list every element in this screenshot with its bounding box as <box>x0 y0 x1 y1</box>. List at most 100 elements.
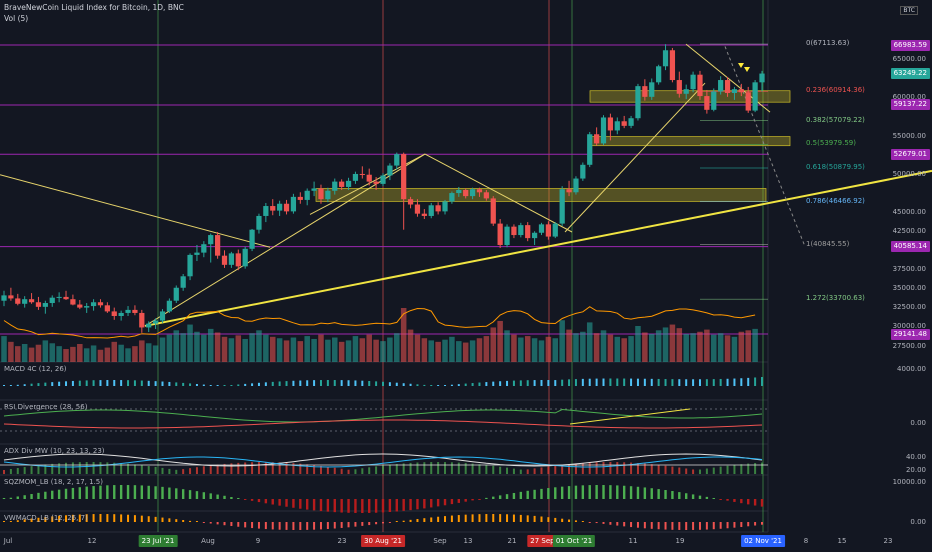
candle-body <box>745 92 751 111</box>
macd-bar <box>99 380 102 386</box>
sqzmom-bar <box>264 499 268 504</box>
volume-bar <box>242 338 248 362</box>
volume-bar <box>697 331 703 362</box>
vwmacd-bar <box>664 522 667 530</box>
candle-body <box>173 287 179 301</box>
fib-level-label: 1(40845.55) <box>806 239 850 248</box>
vwmacd-bar <box>333 522 336 529</box>
sqzmom-bar <box>99 485 102 499</box>
candle-body <box>297 196 303 200</box>
vwmacd-bar <box>3 521 5 522</box>
fib-level-label: 1.272(33700.63) <box>806 294 865 303</box>
vwmacd-bar <box>140 515 143 522</box>
signal-marker <box>738 63 744 68</box>
vwmacd-bar <box>189 520 192 522</box>
vwmacd-bar <box>99 514 102 522</box>
sqzmom-bar <box>216 494 219 499</box>
date-marker-badge[interactable]: 02 Nov '21 <box>741 535 785 547</box>
volume-bar <box>428 340 434 362</box>
rsi-pane-title[interactable]: RSI Divergence (28, 56) <box>4 403 88 411</box>
price-level-tag[interactable]: 52679.01 <box>890 148 930 160</box>
vwmacd-bar <box>643 522 646 529</box>
volume-bar <box>552 338 559 362</box>
adx-axis-label: 40.00 <box>905 453 926 461</box>
volume-bar <box>15 346 21 362</box>
price-level-tag[interactable]: 66983.59 <box>890 39 930 51</box>
adx-bar <box>78 462 81 474</box>
fib-level-label: 0.236(60914.36) <box>806 86 865 95</box>
macd-pane-title[interactable]: MACD 4C (12, 26) <box>4 365 67 373</box>
macd-bar <box>375 381 378 386</box>
volume-bar <box>325 339 331 362</box>
adx-bar <box>333 467 336 474</box>
candle-body <box>538 224 545 233</box>
date-marker-badge[interactable]: 23 Jul '21 <box>138 535 178 547</box>
vwmacd-bar <box>216 522 219 525</box>
sqzmom-bar <box>753 499 757 506</box>
volume-bar <box>338 341 345 362</box>
vwmacd-bar <box>16 520 19 522</box>
candle-body <box>70 299 76 305</box>
volume-bar <box>421 338 428 362</box>
volume-indicator-label[interactable]: Vol (5) <box>4 14 29 23</box>
candle-body <box>469 189 476 197</box>
adx-pane-title[interactable]: ADX Div MW (10, 23, 13, 23) <box>4 447 105 455</box>
rsi-signal-line <box>3 419 763 429</box>
price-level-tag[interactable]: 59137.22 <box>890 99 930 111</box>
adx-bar <box>754 463 757 474</box>
volume-bar <box>359 338 366 362</box>
vwmacd-pane-title[interactable]: VWMACD_LB (12, 26, 7) <box>4 514 88 522</box>
sqzmom-pane-title[interactable]: SQZMOM_LB (18, 2, 17, 1.5) <box>4 478 103 486</box>
sqzmom-bar <box>540 488 543 499</box>
price-level-tag[interactable]: 40585.14 <box>890 241 930 253</box>
macd-bar <box>216 385 219 386</box>
volume-bar <box>187 324 193 362</box>
adx-bar <box>643 463 646 474</box>
sqzmom-bar <box>292 499 295 508</box>
candle-body <box>283 203 290 212</box>
volume-bar <box>600 330 607 362</box>
adx-bar <box>568 464 571 474</box>
macd-bar <box>230 385 233 386</box>
adx-bar <box>698 469 701 474</box>
sqzmom-bar <box>636 486 640 499</box>
candle-body <box>614 121 620 131</box>
vwmacd-bar <box>154 516 157 522</box>
macd-bar <box>278 381 281 386</box>
macd-bar <box>499 381 502 386</box>
volume-moving-average <box>3 306 756 339</box>
sqzmom-bar <box>368 499 371 513</box>
adx-bar <box>685 468 688 474</box>
date-marker-badge[interactable]: 30 Aug '21 <box>361 535 405 547</box>
candle-body <box>180 276 186 288</box>
time-axis-label: 23 <box>337 537 347 545</box>
macd-bar <box>168 381 171 386</box>
macd-bar <box>636 378 639 386</box>
date-marker-badge[interactable]: 01 Oct '21 <box>552 535 596 547</box>
candle-body <box>490 198 496 224</box>
volume-bar <box>504 330 510 362</box>
volume-bar <box>559 320 565 362</box>
falling-line <box>424 153 573 233</box>
vwmacd-bar <box>754 522 757 526</box>
supply-zone <box>315 188 767 202</box>
macd-bar <box>161 381 164 386</box>
candle-body <box>166 300 173 312</box>
candle-body <box>669 50 676 81</box>
candle-body <box>366 174 372 182</box>
volume-bar <box>690 333 696 362</box>
adx-bar <box>464 463 467 474</box>
time-axis-label: 8 <box>803 537 809 545</box>
sqzmom-bar <box>312 499 316 511</box>
sqzmom-bar <box>457 499 460 503</box>
price-level-tag[interactable]: 29141.48 <box>890 328 930 340</box>
symbol-title[interactable]: BraveNewCoin Liquid Index for Bitcoin, 1… <box>4 3 184 12</box>
sqzmom-bar <box>374 499 378 513</box>
macd-bar <box>595 378 598 386</box>
macd-bar <box>120 380 123 386</box>
volume-bar <box>449 336 455 362</box>
price-level-tag[interactable]: 63249.22 <box>890 68 930 80</box>
adx-bar <box>630 462 633 474</box>
